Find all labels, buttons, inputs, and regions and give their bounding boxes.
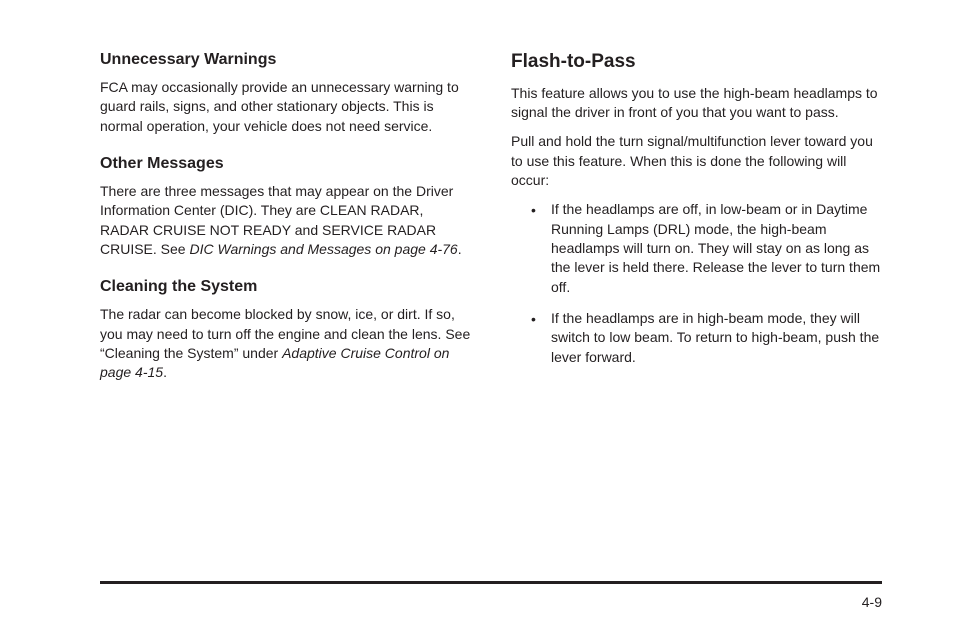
- left-column: Unnecessary Warnings FCA may occasionall…: [100, 50, 471, 382]
- heading-unnecessary-warnings: Unnecessary Warnings: [100, 50, 471, 70]
- footer-rule: [100, 581, 882, 584]
- list-item-text: If the headlamps are in high-beam mode, …: [551, 310, 879, 365]
- page-footer: 4-9: [100, 581, 882, 610]
- body-flash-to-pass-1: This feature allows you to use the high-…: [511, 84, 882, 123]
- two-column-layout: Unnecessary Warnings FCA may occasionall…: [100, 50, 882, 382]
- manual-page: Unnecessary Warnings FCA may occasionall…: [0, 0, 954, 638]
- xref-dic-warnings: DIC Warnings and Messages on page 4-76: [189, 241, 457, 257]
- list-item: • If the headlamps are off, in low-beam …: [511, 200, 882, 297]
- body-other-messages: There are three messages that may appear…: [100, 182, 471, 259]
- list-item-text: If the headlamps are off, in low-beam or…: [551, 201, 880, 294]
- page-number: 4-9: [100, 594, 882, 610]
- heading-cleaning-system: Cleaning the System: [100, 277, 471, 297]
- body-cleaning-system: The radar can become blocked by snow, ic…: [100, 305, 471, 382]
- flash-to-pass-list: • If the headlamps are off, in low-beam …: [511, 200, 882, 367]
- body-other-messages-post: .: [458, 241, 462, 257]
- body-cleaning-system-post: .: [163, 364, 167, 380]
- body-flash-to-pass-2: Pull and hold the turn signal/multifunct…: [511, 132, 882, 190]
- body-unnecessary-warnings: FCA may occasionally provide an unnecess…: [100, 78, 471, 136]
- heading-flash-to-pass: Flash-to-Pass: [511, 50, 882, 74]
- list-item: • If the headlamps are in high-beam mode…: [511, 309, 882, 367]
- bullet-icon: •: [531, 310, 536, 329]
- heading-other-messages: Other Messages: [100, 154, 471, 174]
- right-column: Flash-to-Pass This feature allows you to…: [511, 50, 882, 382]
- bullet-icon: •: [531, 201, 536, 220]
